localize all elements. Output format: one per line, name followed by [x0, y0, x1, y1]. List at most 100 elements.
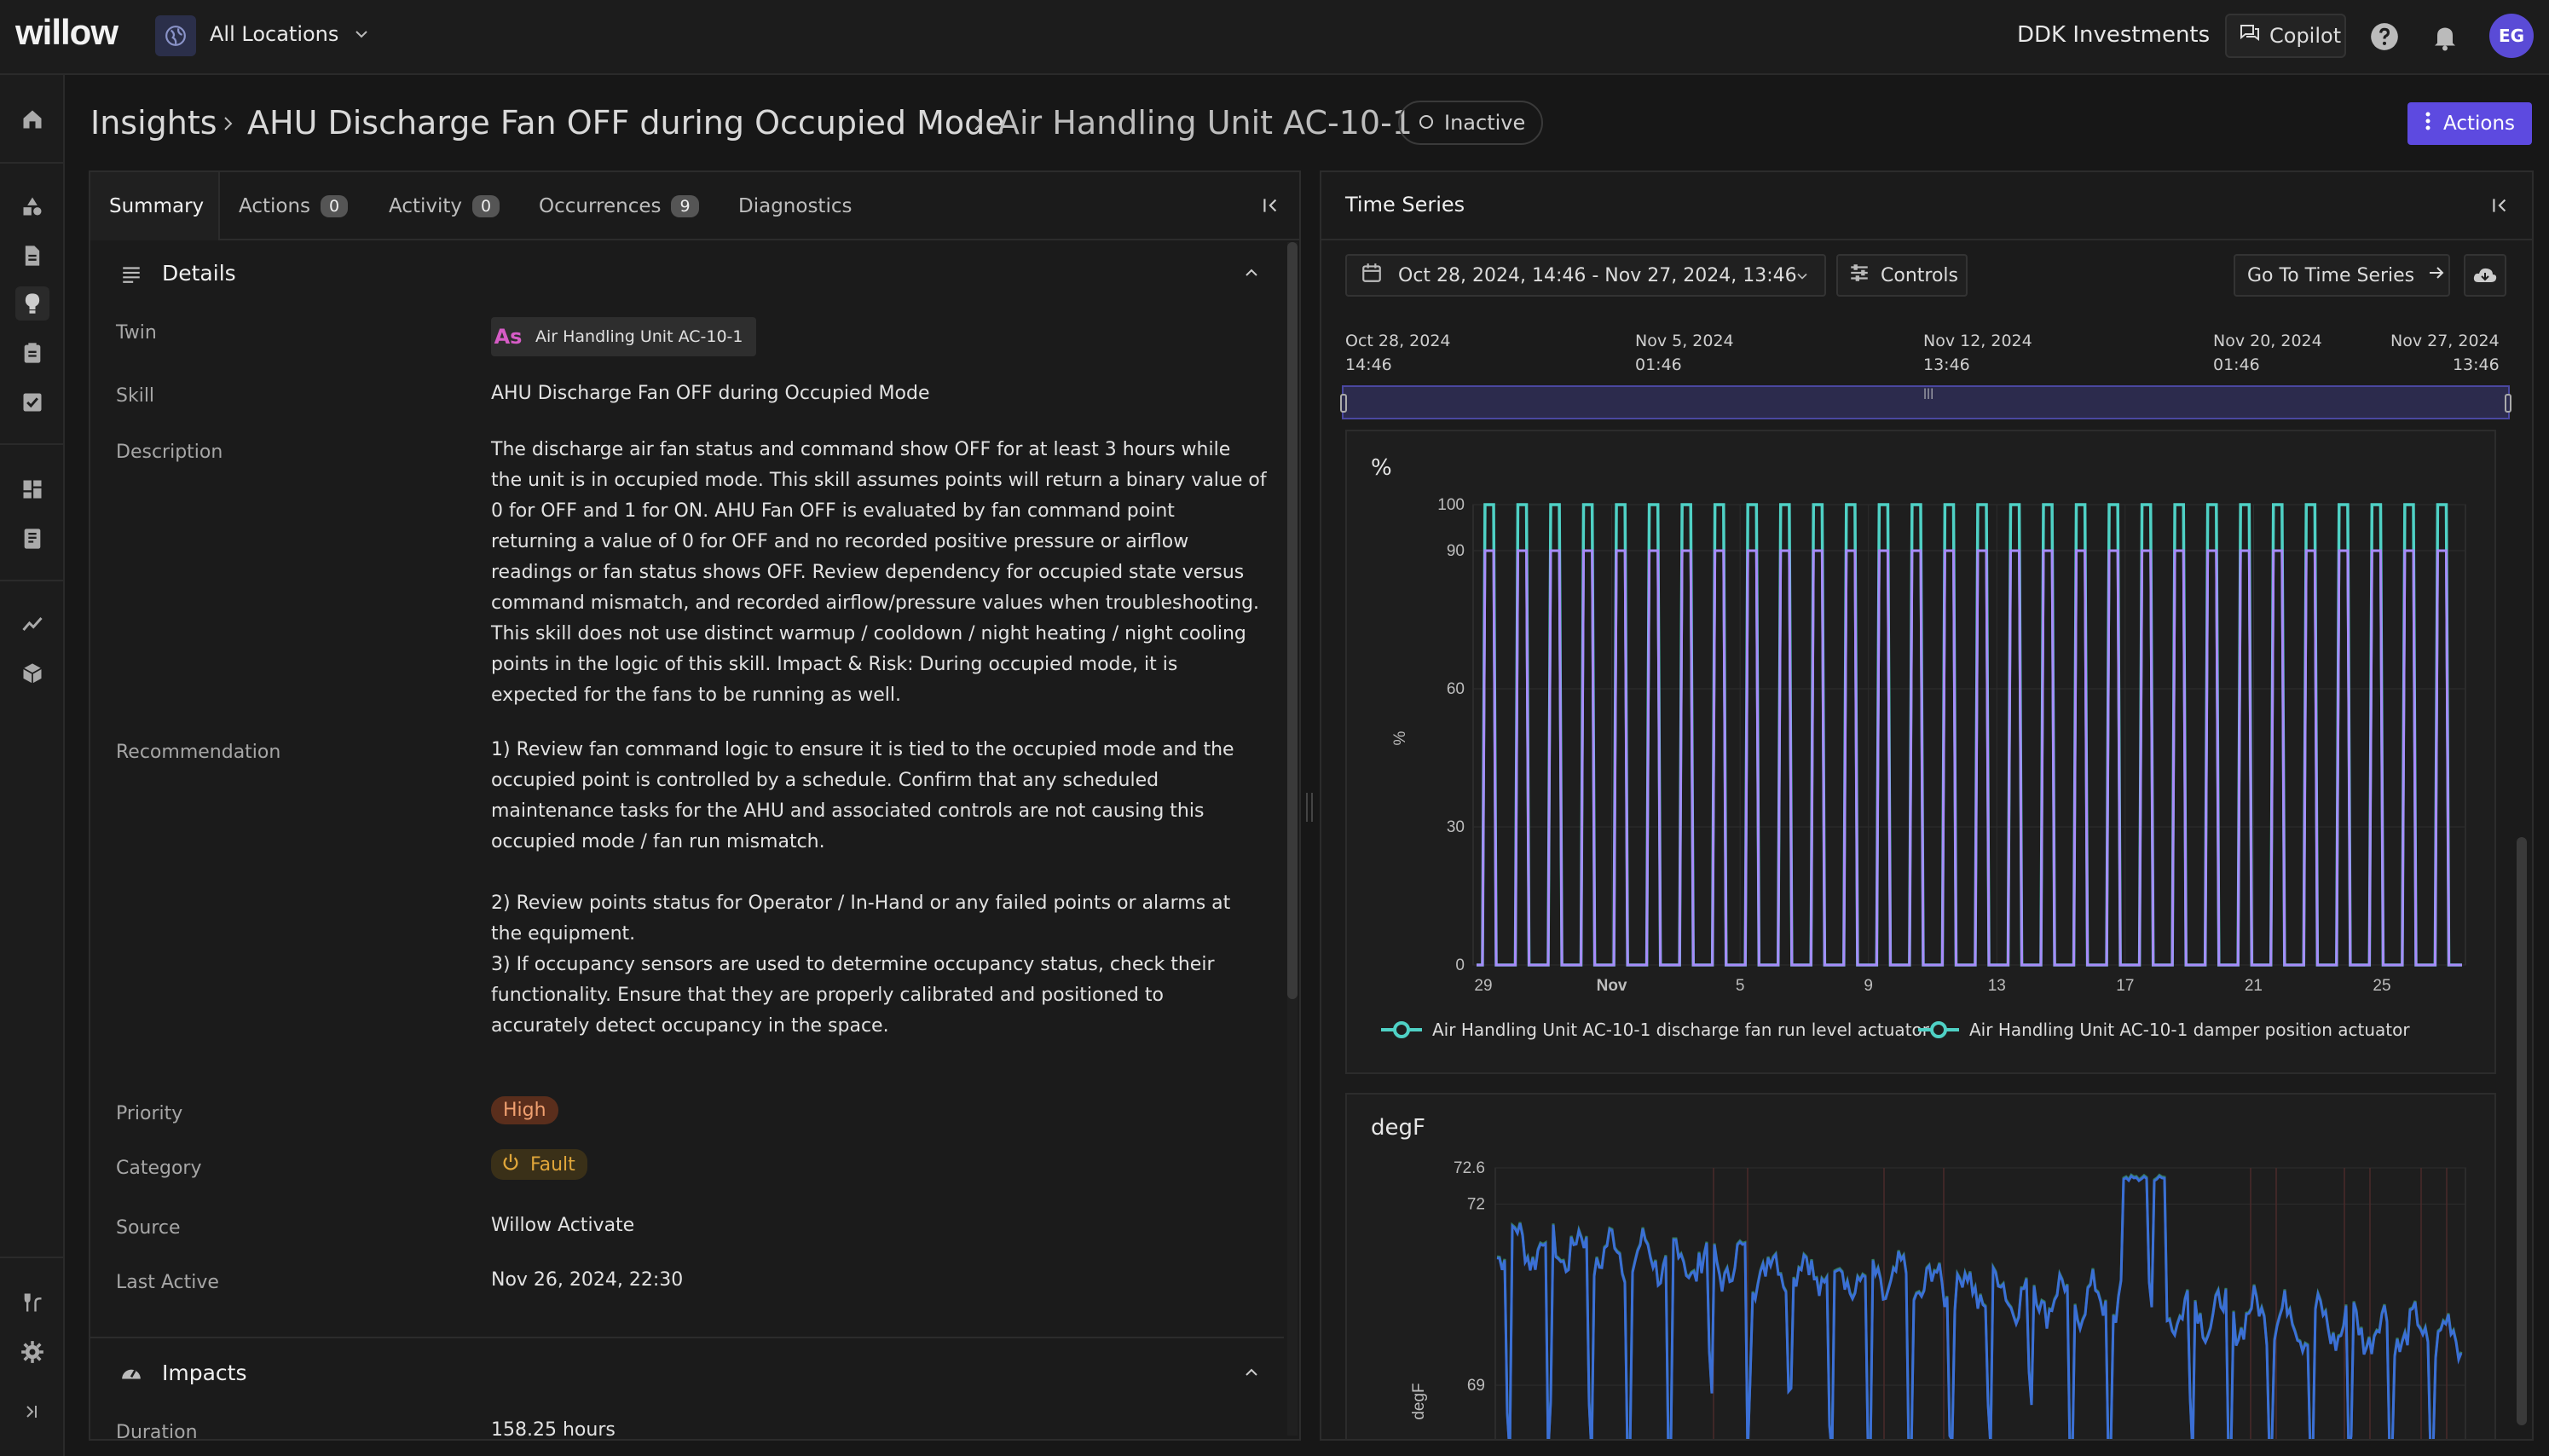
- timeline-time: 01:46: [2213, 355, 2260, 374]
- resize-handle[interactable]: [1306, 793, 1313, 822]
- twin-chip[interactable]: As Air Handling Unit AC-10-1: [491, 317, 757, 356]
- category-badge: Fault: [491, 1149, 587, 1180]
- legend-label: Air Handling Unit AC-10-1 damper positio…: [1969, 1020, 2410, 1040]
- sidebar-divider: [0, 580, 65, 581]
- breadcrumb-insights[interactable]: Insights: [90, 104, 217, 142]
- gauge-icon: [119, 1362, 143, 1388]
- scrollbar-thumb[interactable]: [2517, 837, 2527, 1425]
- breadcrumb-twin[interactable]: Air Handling Unit AC-10-1: [997, 104, 1413, 142]
- brush-handle-left[interactable]: [1340, 394, 1347, 413]
- legend-item-damper[interactable]: Air Handling Unit AC-10-1 damper positio…: [1918, 1020, 2410, 1040]
- cube-icon[interactable]: [15, 656, 49, 690]
- timeline-time: 14:46: [1345, 355, 1392, 374]
- scrollbar-thumb[interactable]: [1287, 242, 1298, 999]
- sidebar-divider: [0, 162, 65, 164]
- impacts-section-header[interactable]: Impacts: [90, 1340, 1284, 1407]
- globe-icon[interactable]: [155, 15, 196, 56]
- recommendation-1: 1) Review fan command logic to ensure it…: [491, 739, 1234, 852]
- tab-actions[interactable]: Actions 0: [239, 172, 349, 240]
- timeline-date: Nov 12, 2024: [1923, 332, 2032, 350]
- copilot-button[interactable]: Copilot: [2225, 14, 2346, 58]
- legend-item-fan[interactable]: Air Handling Unit AC-10-1 discharge fan …: [1381, 1020, 1929, 1040]
- sidebar-divider: [0, 443, 65, 445]
- tab-count-badge: 9: [671, 195, 699, 217]
- company-name[interactable]: DDK Investments: [2017, 22, 2211, 48]
- willow-logo[interactable]: willow: [15, 12, 118, 52]
- collapse-panel-icon[interactable]: [2489, 194, 2511, 220]
- insights-lightbulb-icon[interactable]: [15, 286, 49, 321]
- expand-sidebar-icon[interactable]: [15, 1395, 49, 1429]
- scrollbar[interactable]: [1287, 242, 1298, 1436]
- tab-activity[interactable]: Activity 0: [389, 172, 500, 240]
- goto-label: Go To Time Series: [2247, 264, 2415, 286]
- tab-label: Activity: [389, 195, 463, 217]
- brush-grip-icon[interactable]: |||: [1923, 387, 1934, 399]
- source-label: Source: [116, 1217, 181, 1239]
- help-icon[interactable]: [2368, 20, 2401, 56]
- chevron-up-icon[interactable]: [1241, 263, 1262, 286]
- reports-icon[interactable]: [15, 522, 49, 556]
- duration-label: Duration: [116, 1422, 198, 1441]
- dashboard-icon[interactable]: [15, 472, 49, 506]
- clipboard-icon[interactable]: [15, 336, 49, 370]
- go-to-time-series-button[interactable]: Go To Time Series: [2234, 254, 2450, 297]
- y-tick-label: 0: [1455, 956, 1465, 974]
- location-selector[interactable]: All Locations: [210, 22, 339, 46]
- timeline-date: Nov 20, 2024: [2213, 332, 2322, 350]
- document-icon[interactable]: [15, 239, 49, 273]
- degf-line-chart[interactable]: 72.6 72 69 degF: [1347, 1095, 2494, 1441]
- connectors-icon[interactable]: [15, 1286, 49, 1320]
- breadcrumb-insight-name[interactable]: AHU Discharge Fan OFF during Occupied Mo…: [247, 104, 1005, 142]
- timeline-label-1: Nov 5, 2024 01:46: [1635, 329, 1734, 377]
- shapes-icon[interactable]: [15, 189, 49, 223]
- legend-label: Air Handling Unit AC-10-1 discharge fan …: [1432, 1020, 1929, 1040]
- settings-gear-icon[interactable]: [15, 1335, 49, 1369]
- date-range-picker[interactable]: Oct 28, 2024, 14:46 - Nov 27, 2024, 13:4…: [1345, 254, 1826, 297]
- description-value: The discharge air fan status and command…: [491, 439, 1267, 706]
- percent-line-chart[interactable]: 100 90 60 30 0% 29 Nov 5 9 13 17 21 25: [1347, 431, 2494, 1011]
- tab-bar: Summary Actions 0 Activity 0 Occurrences 9 …: [90, 172, 1299, 240]
- panel-divider: [1321, 239, 2532, 240]
- tab-count-badge: 0: [321, 195, 349, 217]
- x-tick-label: 17: [2116, 977, 2134, 995]
- timeline-date: Nov 5, 2024: [1635, 332, 1734, 350]
- legend-line-symbol: [1381, 1021, 1422, 1038]
- chevron-up-icon[interactable]: [1241, 1362, 1262, 1386]
- timeline-label-3: Nov 20, 2024 01:46: [2213, 329, 2322, 377]
- tab-summary[interactable]: Summary: [90, 172, 220, 240]
- chevron-down-icon[interactable]: [351, 24, 372, 48]
- y-tick-label: 72: [1467, 1196, 1485, 1214]
- status-badge: Inactive: [1398, 101, 1543, 145]
- x-tick-label: 21: [2245, 977, 2263, 995]
- tab-label: Occurrences: [539, 195, 662, 217]
- sliders-icon: [1848, 262, 1870, 289]
- actions-button[interactable]: Actions: [2407, 102, 2532, 145]
- tab-count-badge: 0: [472, 195, 500, 217]
- arrow-right-icon: [2426, 263, 2447, 288]
- skill-label: Skill: [116, 385, 155, 407]
- chart-card-percent: % 100 90 60 30 0% 29 Nov 5 9 13 17 21 25 Air Handlin…: [1345, 430, 2496, 1074]
- x-tick-label: 29: [1474, 977, 1492, 995]
- duration-value: 158.25 hours: [491, 1419, 616, 1441]
- cloud-download-icon[interactable]: [2464, 254, 2506, 297]
- controls-button[interactable]: Controls: [1836, 254, 1968, 297]
- y-tick-label: 30: [1447, 818, 1465, 836]
- chart-unit-label: degF: [1371, 1115, 1425, 1141]
- trend-line-icon[interactable]: [15, 607, 49, 641]
- chat-icon: [2239, 23, 2261, 49]
- user-avatar[interactable]: EG: [2489, 14, 2534, 58]
- home-icon[interactable]: [15, 102, 49, 136]
- calendar-icon: [1361, 262, 1383, 289]
- details-section-header[interactable]: Details: [90, 240, 1284, 307]
- notifications-bell-icon[interactable]: [2430, 20, 2460, 56]
- y-tick-label: 100: [1437, 496, 1465, 514]
- collapse-panel-icon[interactable]: [1260, 194, 1282, 220]
- tab-diagnostics[interactable]: Diagnostics: [738, 172, 852, 240]
- status-circle-icon: [1419, 111, 1434, 135]
- checklist-icon[interactable]: [15, 385, 49, 419]
- time-series-panel: Time Series Oct 28, 2024, 14:46 - Nov 27…: [1320, 170, 2534, 1441]
- timeline-brush[interactable]: |||: [1340, 385, 2511, 419]
- tab-occurrences[interactable]: Occurrences 9: [539, 172, 699, 240]
- scrollbar[interactable]: [2517, 667, 2527, 1434]
- brush-handle-right[interactable]: [2505, 394, 2511, 413]
